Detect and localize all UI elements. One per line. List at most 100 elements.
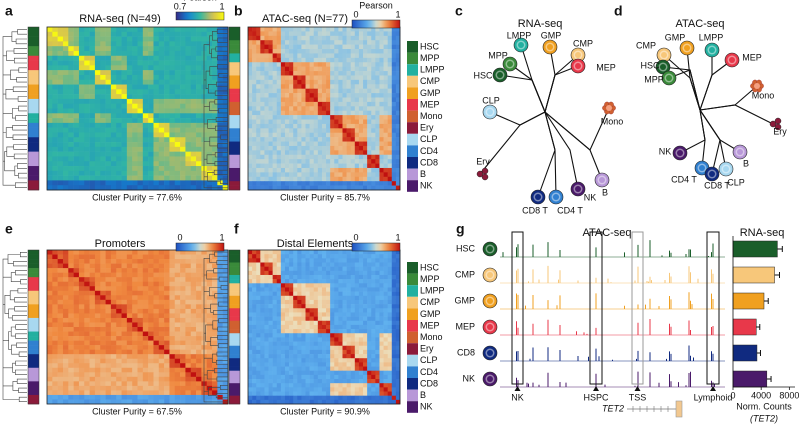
heatmap-cell xyxy=(330,49,335,54)
heatmap-cell xyxy=(272,115,278,120)
heatmap-cell xyxy=(289,110,294,116)
heatmap-cell xyxy=(305,295,310,301)
heatmap-cell xyxy=(375,299,380,305)
heatmap-cell xyxy=(190,27,197,33)
heatmap-cell xyxy=(116,394,122,400)
heatmap-cell xyxy=(334,110,339,116)
heatmap-cell xyxy=(142,122,149,128)
heatmap-cell xyxy=(387,115,393,120)
heatmap-cell xyxy=(126,317,133,323)
heatmap-cell xyxy=(383,345,388,351)
heatmap-cell xyxy=(252,250,257,255)
heatmap-cell xyxy=(73,36,80,42)
heatmap-cell xyxy=(363,31,368,37)
heatmap-cell xyxy=(272,53,278,59)
heatmap-cell xyxy=(284,362,290,367)
heatmap-cell xyxy=(330,329,335,334)
heatmap-cell xyxy=(313,333,319,338)
heatmap-cell xyxy=(132,317,138,323)
colorbar-min: 0 xyxy=(177,232,182,242)
heatmap-cell xyxy=(375,71,380,76)
heatmap-cell xyxy=(301,185,306,191)
heatmap-cell xyxy=(248,354,253,359)
heatmap-cell xyxy=(260,358,265,363)
heatmap-cell xyxy=(126,399,133,405)
heatmap-cell xyxy=(260,287,265,292)
heatmap-cell xyxy=(326,283,331,288)
heatmap-cell xyxy=(395,40,401,45)
heatmap-cell xyxy=(272,316,278,322)
heatmap-cell xyxy=(105,363,112,369)
heatmap-cell xyxy=(52,127,58,133)
heatmap-cell xyxy=(52,272,58,278)
heatmap-cell xyxy=(121,385,128,391)
heatmap-cell xyxy=(358,354,364,359)
heatmap-cell xyxy=(206,94,213,100)
heatmap-cell xyxy=(110,46,117,52)
heatmap-cell xyxy=(57,381,64,387)
heatmap-cell xyxy=(280,349,286,355)
heatmap-cell xyxy=(272,71,278,76)
heatmap-cell xyxy=(284,337,290,342)
heatmap-cell xyxy=(52,151,58,157)
heatmap-cell xyxy=(212,363,218,369)
heatmap-cell xyxy=(326,101,331,107)
heatmap-cell xyxy=(367,101,372,107)
heatmap-cell xyxy=(367,320,372,326)
cluster-strip xyxy=(28,358,39,364)
heatmap-cell xyxy=(57,161,64,167)
heatmap-cell xyxy=(206,327,213,332)
heatmap-cell xyxy=(309,115,315,120)
heatmap-cell xyxy=(121,41,128,47)
heatmap-cell xyxy=(276,35,282,41)
heatmap-cell xyxy=(313,254,319,259)
heatmap-cell xyxy=(94,156,101,162)
heatmap-cell xyxy=(185,367,192,373)
heatmap-cell xyxy=(180,277,186,283)
heatmap-cell xyxy=(338,75,343,81)
heatmap-cell xyxy=(293,312,298,317)
heatmap-cell xyxy=(68,354,74,360)
heatmap-cell xyxy=(309,101,315,107)
heatmap-cell xyxy=(153,103,160,109)
heatmap-cell xyxy=(284,324,290,330)
heatmap-cell xyxy=(284,137,290,142)
heatmap-cell xyxy=(78,146,85,152)
heatmap-cell xyxy=(354,366,360,371)
heatmap-cell xyxy=(346,172,351,178)
heatmap-cell xyxy=(148,94,154,100)
heatmap-cell xyxy=(305,358,310,363)
heatmap-cell xyxy=(272,354,278,359)
heatmap-cell xyxy=(309,304,315,309)
heatmap-cell xyxy=(142,70,149,76)
heatmap-cell xyxy=(363,345,368,351)
heatmap-cell xyxy=(84,122,90,128)
heatmap-cell xyxy=(142,108,149,114)
heatmap-cell xyxy=(164,345,170,350)
heatmap-cell xyxy=(185,94,192,100)
heatmap-cell xyxy=(62,399,69,405)
heatmap-cell xyxy=(383,27,388,32)
heatmap-cell xyxy=(363,266,368,272)
heatmap-cell xyxy=(126,103,133,109)
heatmap-cell xyxy=(358,266,364,272)
heatmap-cell xyxy=(57,108,64,114)
heatmap-cell xyxy=(264,66,269,72)
heatmap-cell xyxy=(158,170,165,176)
heatmap-cell xyxy=(62,363,69,369)
heatmap-cell xyxy=(100,385,106,391)
heatmap-cell xyxy=(305,31,310,37)
heatmap-cell xyxy=(78,41,85,47)
heatmap-cell xyxy=(217,60,223,66)
heatmap-cell xyxy=(148,331,154,337)
heatmap-cell xyxy=(342,295,347,301)
heatmap-cell xyxy=(346,354,351,359)
heatmap-cell xyxy=(100,156,106,162)
heatmap-cell xyxy=(47,331,53,337)
heatmap-cell xyxy=(363,106,368,112)
heatmap-cell xyxy=(309,266,315,272)
heatmap-cell xyxy=(342,181,347,186)
heatmap-cell xyxy=(142,295,149,301)
heatmap-cell xyxy=(346,299,351,305)
heatmap-cell xyxy=(105,94,112,100)
